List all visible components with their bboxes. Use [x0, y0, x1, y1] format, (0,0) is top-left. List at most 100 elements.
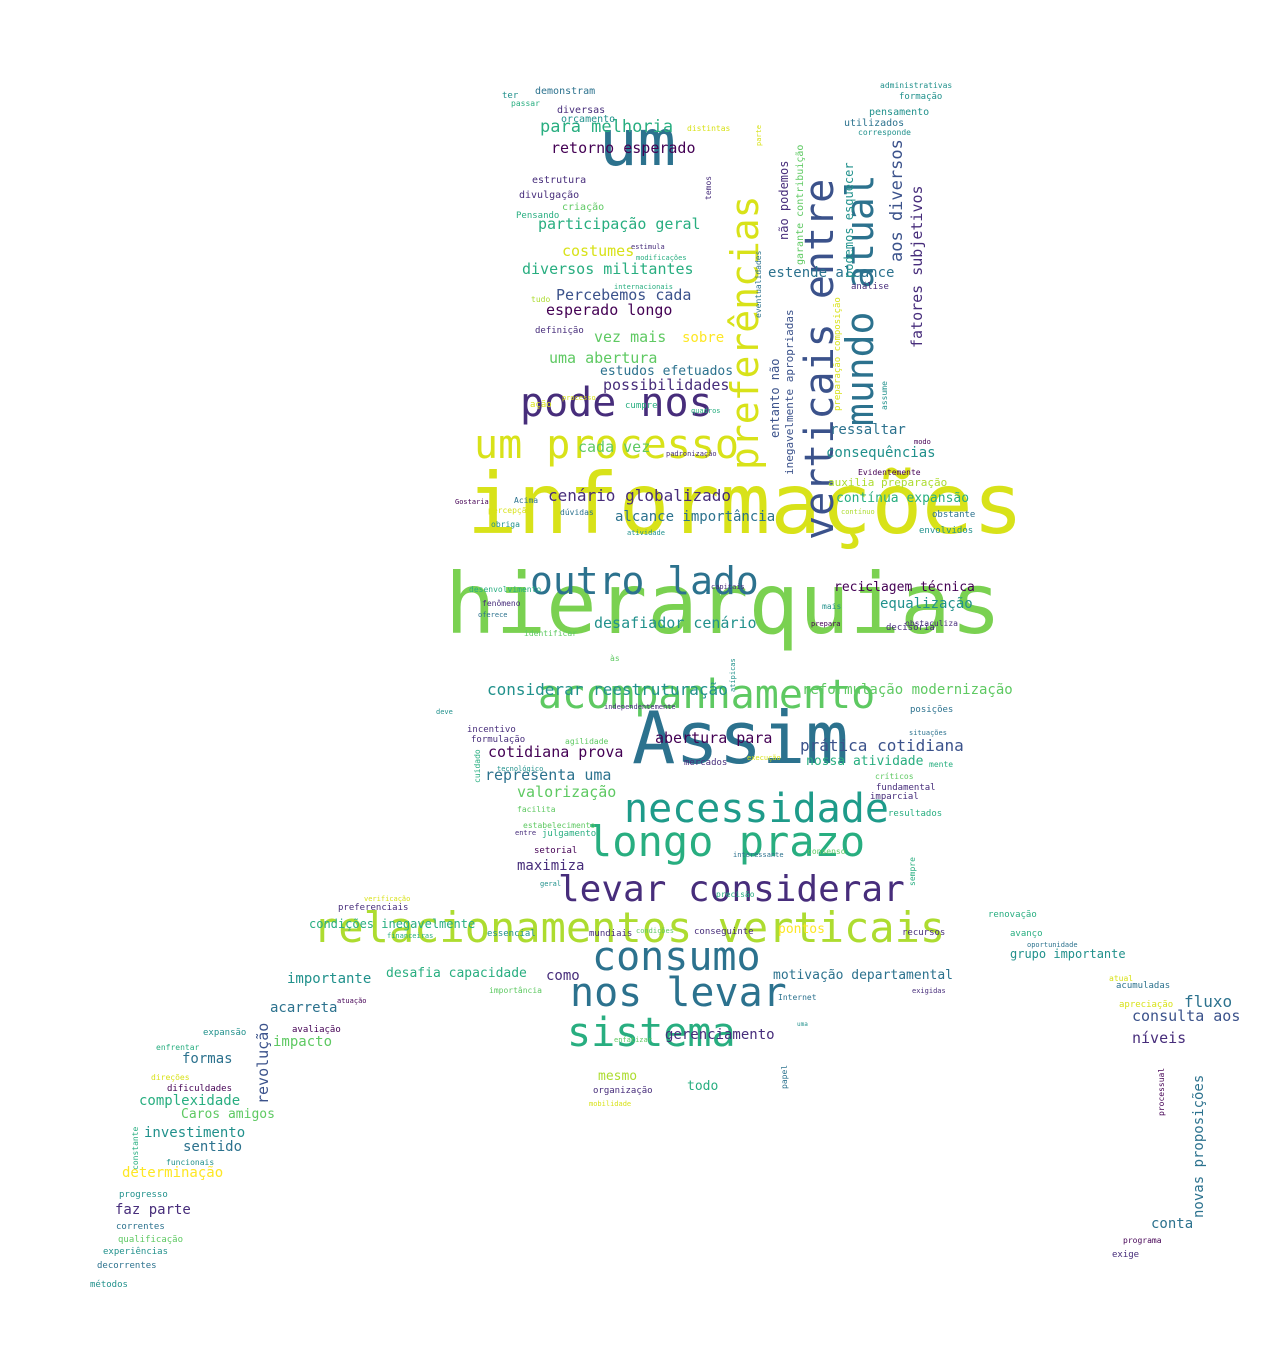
- cloud-word: exige: [1112, 1249, 1140, 1260]
- cloud-word: cada vez: [578, 438, 651, 457]
- cloud-word: estabelecimento: [523, 820, 596, 830]
- cloud-word: ação: [530, 399, 552, 410]
- cloud-word: valorização: [517, 783, 617, 802]
- cloud-word: sobre: [682, 330, 725, 347]
- cloud-word: sentido: [183, 1139, 243, 1156]
- cloud-word: longo prazo: [587, 817, 866, 867]
- cloud-word: Internet: [778, 992, 817, 1002]
- cloud-word: consequências: [826, 445, 936, 462]
- cloud-word: revolução: [254, 1022, 272, 1104]
- cloud-word: atuação: [337, 996, 367, 1005]
- cloud-word: sempre: [908, 857, 917, 886]
- cloud-word: incentivo: [467, 724, 516, 735]
- cloud-word: estende alcance: [768, 265, 895, 282]
- cloud-word: um: [599, 107, 677, 182]
- cloud-word: cotidiana prova: [488, 743, 624, 762]
- cloud-word: retorno esperado: [551, 139, 696, 158]
- cloud-word: mais: [822, 601, 842, 611]
- cloud-word: diversos militantes: [522, 260, 694, 279]
- cloud-word: distintas: [687, 123, 731, 133]
- cloud-word: acarreta: [270, 1000, 338, 1017]
- cloud-word: grupo importante: [1010, 946, 1126, 961]
- cloud-word: equalização: [880, 596, 973, 613]
- cloud-word: formação: [899, 91, 943, 102]
- cloud-word: identificar: [524, 628, 577, 638]
- cloud-word: Percebemos cada: [556, 286, 692, 305]
- cloud-word: obstante: [932, 509, 976, 520]
- cloud-word: uma: [797, 1021, 808, 1029]
- cloud-word: estimula: [631, 242, 665, 251]
- cloud-word: envolvidos: [919, 525, 974, 536]
- cloud-word: julgamento: [542, 828, 597, 839]
- cloud-word: percepção: [488, 505, 532, 515]
- cloud-word: passar: [511, 98, 540, 108]
- cloud-word: correntes: [116, 1221, 165, 1232]
- cloud-word: pontos: [778, 921, 825, 937]
- cloud-word: decorrentes: [97, 1260, 157, 1271]
- cloud-word: inegavelmente apropriadas: [783, 309, 796, 475]
- cloud-word: reciclagem técnica: [834, 579, 975, 595]
- cloud-word: preferências: [723, 195, 767, 470]
- cloud-word: mercados: [684, 757, 728, 768]
- cloud-word: processo: [562, 393, 596, 402]
- cloud-word: uma abertura: [549, 349, 658, 368]
- cloud-word: impacto: [273, 1034, 333, 1051]
- cloud-word: dificuldades: [167, 1083, 233, 1094]
- cloud-word: críticos: [875, 771, 914, 781]
- cloud-word: nos levar: [570, 969, 787, 1016]
- cloud-word: oportunidade: [1027, 940, 1078, 949]
- cloud-word: alcance importância: [615, 509, 776, 526]
- cloud-word: modo: [914, 437, 931, 446]
- cloud-word: análise: [851, 281, 889, 292]
- cloud-word: geral: [540, 879, 562, 888]
- cloud-word: esperado longo: [546, 301, 673, 320]
- cloud-word: parte: [755, 124, 763, 146]
- cloud-word: capitais: [711, 582, 745, 591]
- cloud-word: tecnológico: [497, 764, 544, 773]
- cloud-word: pode nos: [520, 379, 713, 426]
- cloud-word: organização: [593, 1085, 653, 1096]
- cloud-word: direções: [151, 1072, 190, 1082]
- cloud-word: costumes: [562, 242, 635, 261]
- cloud-word: condições: [636, 926, 674, 935]
- cloud-word: expansão: [203, 1027, 247, 1038]
- cloud-word: internacionais: [614, 282, 674, 291]
- cloud-word: divulgação: [519, 190, 580, 202]
- cloud-word: formas: [182, 1051, 233, 1068]
- cloud-word: demonstram: [535, 86, 596, 98]
- cloud-word: fatores subjetivos: [908, 185, 926, 348]
- cloud-word: interessante: [733, 850, 784, 859]
- cloud-word: funcionais: [166, 1157, 215, 1167]
- cloud-word: Pensando: [516, 210, 560, 221]
- cloud-word: precisão: [716, 889, 755, 899]
- cloud-word: nossa atividade: [806, 753, 924, 769]
- cloud-word: contínua expansão: [836, 490, 970, 506]
- cloud-word: hierarquias: [445, 555, 1002, 654]
- cloud-word: todo: [687, 1078, 719, 1094]
- cloud-word: podemos esquecer: [842, 162, 856, 278]
- cloud-word: para melhoria: [540, 116, 674, 137]
- cloud-word: padronização: [666, 449, 717, 458]
- cloud-word: faz parte: [115, 1202, 191, 1219]
- cloud-word: gerenciamento: [665, 1027, 775, 1044]
- cloud-word: mundiais: [589, 928, 633, 939]
- cloud-word: assume: [880, 381, 889, 410]
- cloud-word: investimento: [144, 1125, 246, 1142]
- cloud-word: quadros: [691, 406, 721, 415]
- cloud-word: consulta aos: [1132, 1007, 1241, 1026]
- cloud-word: estudos efetuados: [600, 363, 734, 379]
- cloud-word: execução: [747, 753, 781, 762]
- cloud-word: métodos: [90, 1279, 128, 1290]
- cloud-word: mente: [929, 759, 954, 769]
- cloud-word: participação geral: [538, 215, 701, 234]
- cloud-word: setorial: [534, 845, 578, 856]
- cloud-word: atividade: [627, 528, 665, 537]
- cloud-word: considerar reestruturação: [487, 679, 728, 699]
- cloud-word: situações: [909, 728, 947, 737]
- cloud-word: fundamental: [876, 782, 936, 793]
- cloud-word: enfatizar: [614, 1035, 652, 1044]
- cloud-word: garante contribuição: [795, 144, 806, 265]
- cloud-word: cumpre: [625, 400, 658, 411]
- cloud-word: informações: [467, 455, 1024, 554]
- cloud-word: desenvolvimento: [469, 584, 542, 594]
